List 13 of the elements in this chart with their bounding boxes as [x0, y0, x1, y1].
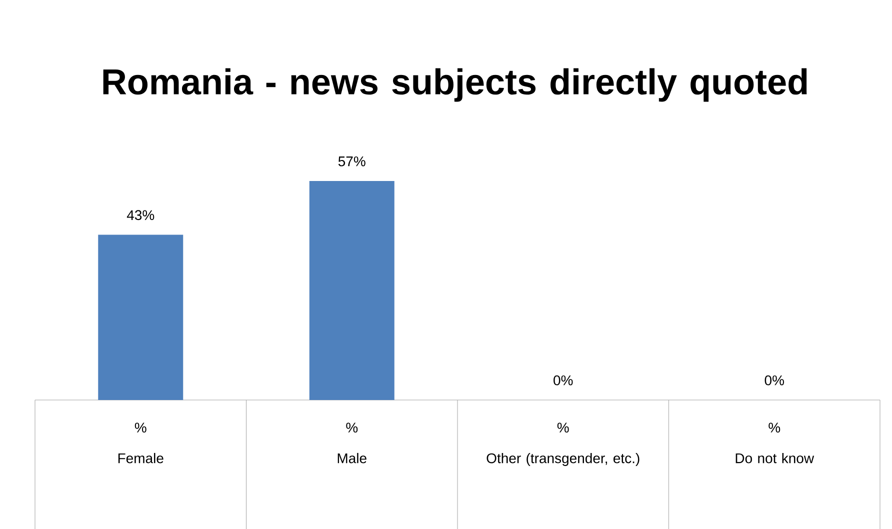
- text: %: [346, 422, 358, 433]
- data-label: 57%: [338, 156, 366, 166]
- data-label: 43%: [126, 210, 154, 220]
- chart-title: Romania - news subjects directly quoted: [103, 68, 807, 102]
- data-label: 0%: [554, 375, 573, 386]
- text: %: [557, 422, 569, 433]
- text: %: [768, 422, 780, 433]
- x-tick-label: Do not know: [736, 452, 814, 464]
- series-label: %: [134, 422, 146, 433]
- x-tick-label: Female: [118, 452, 164, 464]
- x-tick-label: Other (transgender, etc.): [486, 452, 640, 466]
- x-tick-label: Male: [338, 452, 366, 464]
- data-label: 0%: [764, 375, 784, 386]
